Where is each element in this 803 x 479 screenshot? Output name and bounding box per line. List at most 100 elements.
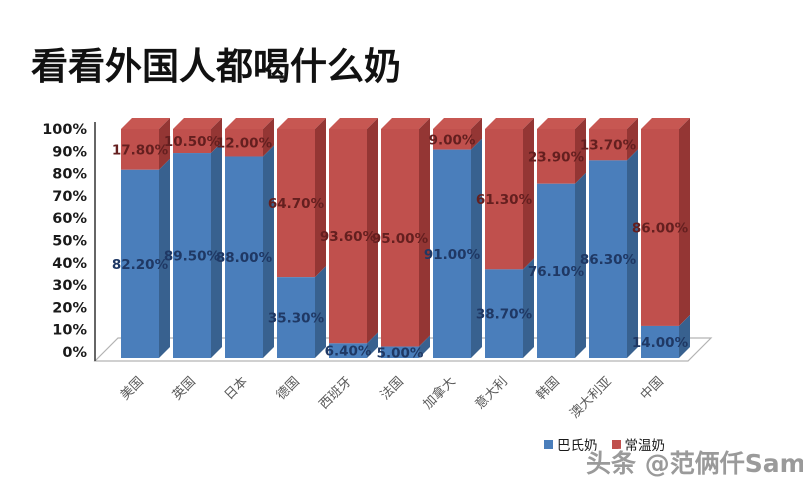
bar-top-face — [485, 118, 534, 129]
bar-segment-pasteurized-milk — [277, 277, 315, 358]
bar-side-uht — [211, 118, 222, 154]
legend-label-uht-milk: 常温奶 — [624, 438, 666, 454]
bar-top-face — [225, 118, 274, 129]
value-label-pasteurized: 88.00% — [216, 250, 273, 266]
value-label-uht: 13.70% — [580, 138, 637, 154]
bar-side-pasteurized — [575, 172, 586, 358]
bar-segment-uht-milk — [225, 129, 263, 157]
y-tick-label: 90% — [52, 144, 87, 160]
bar-segment-uht-milk — [485, 129, 523, 270]
bar-side-uht — [419, 118, 430, 347]
bar-segment-uht-milk — [173, 129, 211, 154]
bar-side-uht — [315, 118, 326, 278]
y-tick-label: 50% — [52, 234, 87, 250]
bar-side-uht — [679, 118, 690, 326]
bar-side-uht — [627, 118, 638, 161]
bar-top-face — [641, 118, 690, 129]
y-tick-label: 60% — [52, 211, 87, 227]
bar-segment-uht-milk — [277, 129, 315, 278]
x-category-label: 西班牙 — [317, 374, 355, 412]
chart-title: 看看外国人都喝什么奶 — [31, 45, 401, 88]
bar-side-pasteurized — [367, 332, 378, 358]
bar-top-face — [537, 118, 586, 129]
x-category-label: 德国 — [274, 374, 303, 403]
bar-side-pasteurized — [523, 258, 534, 358]
bar-side-pasteurized — [419, 335, 430, 358]
bar-segment-uht-milk — [121, 129, 159, 170]
value-label-pasteurized: 86.30% — [580, 252, 637, 268]
y-tick-label: 10% — [52, 323, 87, 339]
y-tick-label: 100% — [42, 122, 87, 138]
value-label-pasteurized: 38.70% — [476, 307, 533, 323]
value-label-uht: 9.00% — [429, 132, 476, 148]
legend-label-pasteurized-milk: 巴氏奶 — [557, 438, 598, 454]
x-category-label: 韩国 — [534, 374, 563, 403]
bar-side-pasteurized — [471, 138, 482, 358]
value-label-pasteurized: 6.40% — [325, 344, 372, 360]
value-label-pasteurized: 35.30% — [268, 311, 325, 327]
bar-side-pasteurized — [211, 142, 222, 358]
bar-segment-pasteurized-milk — [225, 156, 263, 358]
value-label-uht: 95.00% — [372, 231, 429, 247]
bar-segment-uht-milk — [381, 129, 419, 347]
bar-side-uht — [263, 118, 274, 157]
bar-side-pasteurized — [159, 158, 170, 358]
value-label-pasteurized: 91.00% — [424, 247, 481, 263]
x-category-label: 日本 — [222, 374, 251, 403]
legend-swatch-blue — [544, 439, 553, 449]
x-category-label: 加拿大 — [420, 374, 459, 413]
bar-side-uht — [471, 118, 482, 150]
y-tick-label: 80% — [52, 167, 87, 183]
bar-side-pasteurized — [627, 149, 638, 358]
bar-top-face — [381, 118, 430, 129]
legend-swatch-red — [611, 439, 621, 449]
bar-segment-pasteurized-milk — [485, 269, 523, 358]
value-label-pasteurized: 76.10% — [528, 264, 585, 280]
value-label-uht: 64.70% — [268, 196, 325, 212]
bar-side-pasteurized — [315, 266, 326, 358]
value-label-uht: 17.80% — [112, 142, 169, 158]
bar-top-face — [277, 118, 326, 129]
bar-top-face — [329, 118, 378, 129]
watermark-text: 头条 @范俩仟Sam — [586, 449, 803, 478]
bar-segment-uht-milk — [537, 129, 575, 184]
bar-segment-pasteurized-milk — [381, 346, 419, 358]
x-category-label: 法国 — [378, 374, 407, 403]
chart-legend: 巴氏奶 常温奶 — [544, 434, 665, 454]
bar-segment-pasteurized-milk — [121, 169, 159, 358]
value-label-uht: 23.90% — [528, 149, 585, 165]
value-label-pasteurized: 82.20% — [112, 257, 169, 273]
value-label-uht: 86.00% — [632, 220, 689, 236]
bar-side-uht — [159, 118, 170, 170]
bar-side-uht — [367, 118, 378, 344]
bar-side-pasteurized — [263, 145, 274, 358]
bar-segment-pasteurized-milk — [641, 325, 679, 358]
value-label-uht: 93.60% — [320, 229, 377, 245]
bar-segment-uht-milk — [433, 129, 471, 150]
value-label-uht: 61.30% — [476, 192, 533, 208]
value-label-uht: 12.00% — [216, 136, 273, 152]
bar-segment-uht-milk — [329, 129, 367, 344]
bar-segment-pasteurized-milk — [433, 149, 471, 358]
bar-top-face — [121, 118, 170, 129]
bar-side-uht — [523, 118, 534, 270]
legend-item-pasteurized-milk: 巴氏奶 — [544, 434, 598, 454]
bar-segment-pasteurized-milk — [537, 183, 575, 358]
value-label-pasteurized: 5.00% — [377, 345, 424, 361]
bar-segment-pasteurized-milk — [173, 153, 211, 358]
bar-side-pasteurized — [679, 314, 690, 358]
bar-top-face — [433, 118, 482, 129]
x-category-label: 澳大利亚 — [567, 374, 615, 422]
bar-segment-pasteurized-milk — [329, 343, 367, 358]
value-label-uht: 10.50% — [164, 134, 221, 150]
bar-top-face — [173, 118, 222, 129]
x-category-label: 美国 — [118, 374, 147, 403]
bar-segment-uht-milk — [641, 129, 679, 326]
y-tick-label: 20% — [52, 300, 87, 316]
bar-top-face — [589, 118, 638, 129]
bar-segment-pasteurized-milk — [589, 160, 627, 358]
bar-segment-uht-milk — [589, 129, 627, 161]
y-tick-label: 30% — [52, 278, 87, 294]
